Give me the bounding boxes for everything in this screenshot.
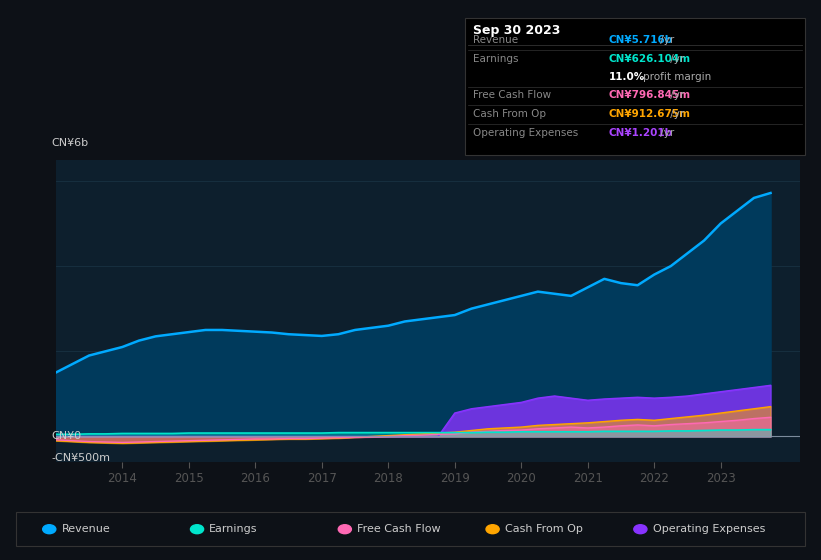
Text: Free Cash Flow: Free Cash Flow xyxy=(473,90,552,100)
Text: CN¥6b: CN¥6b xyxy=(52,138,89,148)
Text: /yr: /yr xyxy=(667,90,684,100)
Text: Sep 30 2023: Sep 30 2023 xyxy=(473,24,561,36)
Text: CN¥912.675m: CN¥912.675m xyxy=(608,109,690,119)
Text: /yr: /yr xyxy=(667,109,684,119)
Text: -CN¥500m: -CN¥500m xyxy=(52,452,111,463)
Text: Revenue: Revenue xyxy=(473,35,518,45)
Text: CN¥1.201b: CN¥1.201b xyxy=(608,128,672,138)
Text: CN¥5.716b: CN¥5.716b xyxy=(608,35,673,45)
Text: Earnings: Earnings xyxy=(473,54,519,64)
Text: Free Cash Flow: Free Cash Flow xyxy=(357,524,441,534)
Text: Operating Expenses: Operating Expenses xyxy=(473,128,579,138)
Text: Operating Expenses: Operating Expenses xyxy=(653,524,765,534)
Text: profit margin: profit margin xyxy=(643,72,712,82)
Text: CN¥796.845m: CN¥796.845m xyxy=(608,90,690,100)
Text: /yr: /yr xyxy=(657,35,674,45)
Text: CN¥0: CN¥0 xyxy=(52,431,82,441)
Text: /yr: /yr xyxy=(667,54,684,64)
Text: Cash From Op: Cash From Op xyxy=(505,524,583,534)
Text: CN¥626.104m: CN¥626.104m xyxy=(608,54,690,64)
Text: Earnings: Earnings xyxy=(209,524,258,534)
Text: Revenue: Revenue xyxy=(62,524,110,534)
Text: 11.0%: 11.0% xyxy=(608,72,645,82)
Text: Cash From Op: Cash From Op xyxy=(473,109,546,119)
Text: /yr: /yr xyxy=(657,128,674,138)
